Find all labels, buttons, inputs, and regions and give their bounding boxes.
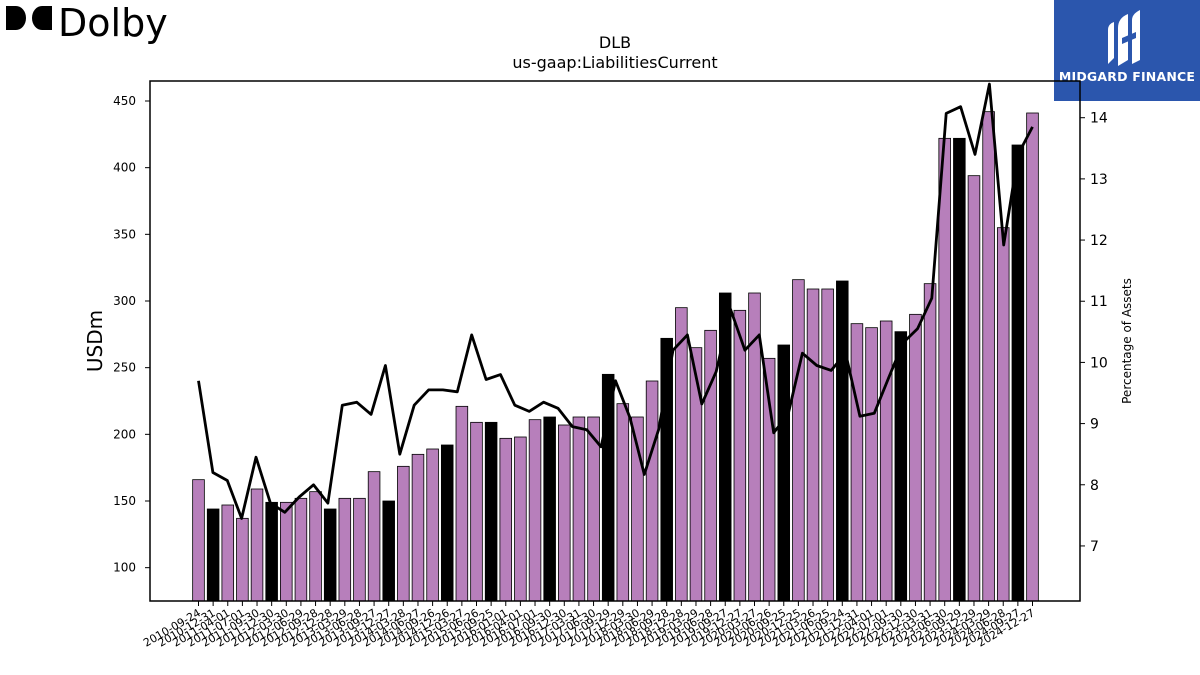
y2-tick-label-12: 12 — [1090, 233, 1108, 249]
bar-2014-06-27 — [411, 453, 425, 602]
y-tick-label-400: 400 — [113, 161, 136, 175]
bar-2019-09-27 — [718, 292, 732, 602]
y-tick-label-250: 250 — [113, 361, 136, 375]
bar-2024-09-27 — [1011, 144, 1025, 602]
x-axis: 2010-09-242010-12-312011-04-012011-07-01… — [141, 601, 1037, 650]
bar-2022-04-01 — [865, 327, 878, 602]
y-tick-label-150: 150 — [113, 494, 136, 508]
bar-2021-03-26 — [806, 288, 820, 602]
bar-2016-09-30 — [543, 416, 556, 602]
bar-2018-06-29 — [645, 380, 659, 602]
bar-2016-01-01 — [499, 437, 513, 602]
bar-2020-12-25 — [792, 279, 805, 602]
bar-2011-04-01 — [221, 504, 235, 602]
bar-2023-12-29 — [967, 175, 981, 602]
bar-2024-12-27 — [1026, 112, 1039, 602]
bar-2014-12-26 — [440, 444, 454, 602]
bar-2015-06-26 — [470, 421, 483, 602]
dolby-wordmark: Dolby — [58, 2, 168, 45]
bar-2019-06-28 — [704, 329, 717, 602]
bar-2021-06-25 — [821, 288, 834, 602]
bar-2015-03-27 — [455, 405, 469, 602]
bar-2016-12-30 — [558, 424, 571, 602]
bar-2011-09-30 — [250, 488, 264, 602]
bar-2012-09-28 — [309, 491, 322, 602]
bar-2012-03-30 — [280, 501, 293, 602]
y-tick-label-450: 450 — [113, 94, 136, 108]
chart-title: DLB — [599, 33, 631, 52]
bar-2011-07-01 — [236, 517, 249, 602]
y-tick-label-300: 300 — [113, 294, 136, 308]
bar-2024-06-28 — [996, 227, 1010, 602]
y2-tick-label-7: 7 — [1090, 539, 1099, 555]
y-axis-label: USDm — [83, 310, 107, 372]
y-tick-label-200: 200 — [113, 427, 136, 441]
midgard-mark-icon — [1108, 10, 1140, 66]
bar-2023-03-31 — [923, 283, 937, 602]
bar-2012-06-29 — [294, 497, 308, 602]
y2-tick-label-10: 10 — [1090, 355, 1108, 371]
y2-tick-label-11: 11 — [1090, 294, 1108, 310]
bar-2017-12-29 — [616, 403, 630, 602]
bar-2019-12-27 — [733, 309, 747, 602]
pct-of-assets-line — [197, 82, 1034, 520]
bar-2013-09-27 — [367, 471, 381, 602]
bar-2013-12-27 — [382, 500, 395, 602]
y2-axis-label: Percentage of Assets — [1120, 278, 1134, 404]
y2-tick-label-9: 9 — [1090, 417, 1099, 433]
bar-series — [192, 111, 1039, 602]
right-y-axis: 7 8 9 10 11 12 13 14 — [1080, 111, 1108, 555]
bar-2022-09-30 — [894, 331, 908, 602]
y2-tick-label-13: 13 — [1090, 172, 1108, 188]
left-y-axis: 100 150 200 250 300 350 400 450 — [113, 94, 150, 575]
midgard-wordmark: MIDGARD FINANCE — [1058, 69, 1196, 84]
bar-2012-12-28 — [323, 508, 337, 602]
y-tick-label-350: 350 — [113, 227, 136, 241]
bar-2024-03-29 — [982, 111, 995, 602]
bar-2016-04-01 — [514, 436, 527, 602]
bar-2014-03-28 — [397, 465, 410, 602]
bar-2022-07-01 — [879, 320, 893, 602]
dolby-double-d-mark — [6, 6, 52, 30]
dolby-logo: Dolby — [6, 2, 168, 45]
bar-2021-09-24 — [836, 280, 849, 602]
bar-2010-09-24 — [192, 479, 205, 602]
y2-tick-label-8: 8 — [1090, 478, 1099, 494]
y2-tick-label-14: 14 — [1090, 111, 1108, 127]
midgard-finance-logo: MIDGARD FINANCE — [1054, 0, 1200, 101]
plot-frame — [149, 80, 1081, 602]
bar-2023-09-29 — [953, 137, 966, 602]
bar-2014-09-26 — [426, 448, 439, 602]
bar-2010-12-31 — [206, 508, 220, 602]
bar-2021-12-31 — [850, 323, 864, 602]
bar-2022-12-30 — [909, 313, 922, 602]
bar-2011-12-30 — [265, 501, 278, 602]
bar-2013-03-29 — [338, 497, 352, 602]
bar-2018-12-28 — [675, 307, 688, 602]
bar-2013-06-28 — [353, 497, 366, 602]
bar-2015-09-25 — [484, 421, 498, 602]
bar-2023-06-30 — [938, 137, 951, 602]
bar-2017-03-31 — [572, 416, 586, 602]
bar-2019-03-29 — [689, 347, 703, 602]
y-tick-label-100: 100 — [113, 561, 136, 575]
pct-line-series — [197, 82, 1034, 520]
bar-2016-07-01 — [528, 419, 542, 602]
chart-subtitle: us-gaap:LiabilitiesCurrent — [512, 53, 717, 72]
bar-2020-09-25 — [777, 344, 791, 602]
